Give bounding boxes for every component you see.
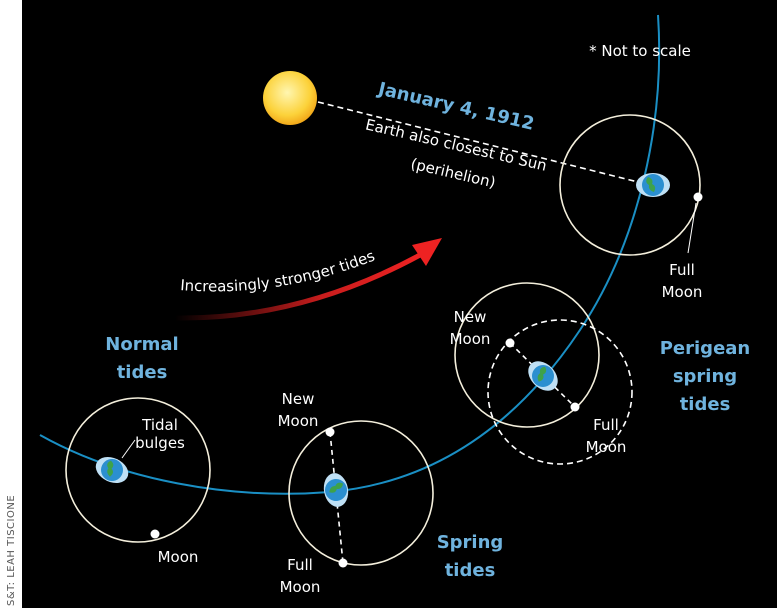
page: {"credit": "S&T: LEAH TISCIONE", "date":… xyxy=(0,0,777,608)
moon-label: Moon xyxy=(586,438,627,456)
moon xyxy=(694,193,703,202)
bulge-label: Tidal xyxy=(141,416,178,434)
credit: S&T: LEAH TISCIONE xyxy=(6,495,17,606)
moon-label: Full xyxy=(287,556,313,574)
group-title: tides xyxy=(117,362,168,383)
moon-label: Full xyxy=(669,261,695,279)
moon xyxy=(571,403,580,412)
moon-label: Moon xyxy=(158,548,199,566)
moon-label: Moon xyxy=(450,330,491,348)
moon-label: Full xyxy=(593,416,619,434)
moon xyxy=(506,339,515,348)
moon-label: Moon xyxy=(662,283,703,301)
moon-label: Moon xyxy=(280,578,321,596)
moon xyxy=(339,559,348,568)
moon xyxy=(151,530,160,539)
moon-label: Moon xyxy=(278,412,319,430)
group-title: spring xyxy=(673,366,737,387)
group-title: Normal xyxy=(105,334,178,355)
moon-label: New xyxy=(282,390,315,408)
group-title: Perigean xyxy=(660,338,751,359)
scale-note: * Not to scale xyxy=(589,42,691,60)
bulge-label: bulges xyxy=(135,434,185,452)
diagram: S&T: LEAH TISCIONE January 4, 1912 Earth… xyxy=(0,0,777,608)
moon-label: New xyxy=(454,308,487,326)
group-title: tides xyxy=(680,394,731,415)
group-title: Spring xyxy=(437,532,504,553)
sun xyxy=(263,71,317,125)
group-title: tides xyxy=(445,560,496,581)
earth xyxy=(636,173,670,197)
moon xyxy=(326,428,335,437)
